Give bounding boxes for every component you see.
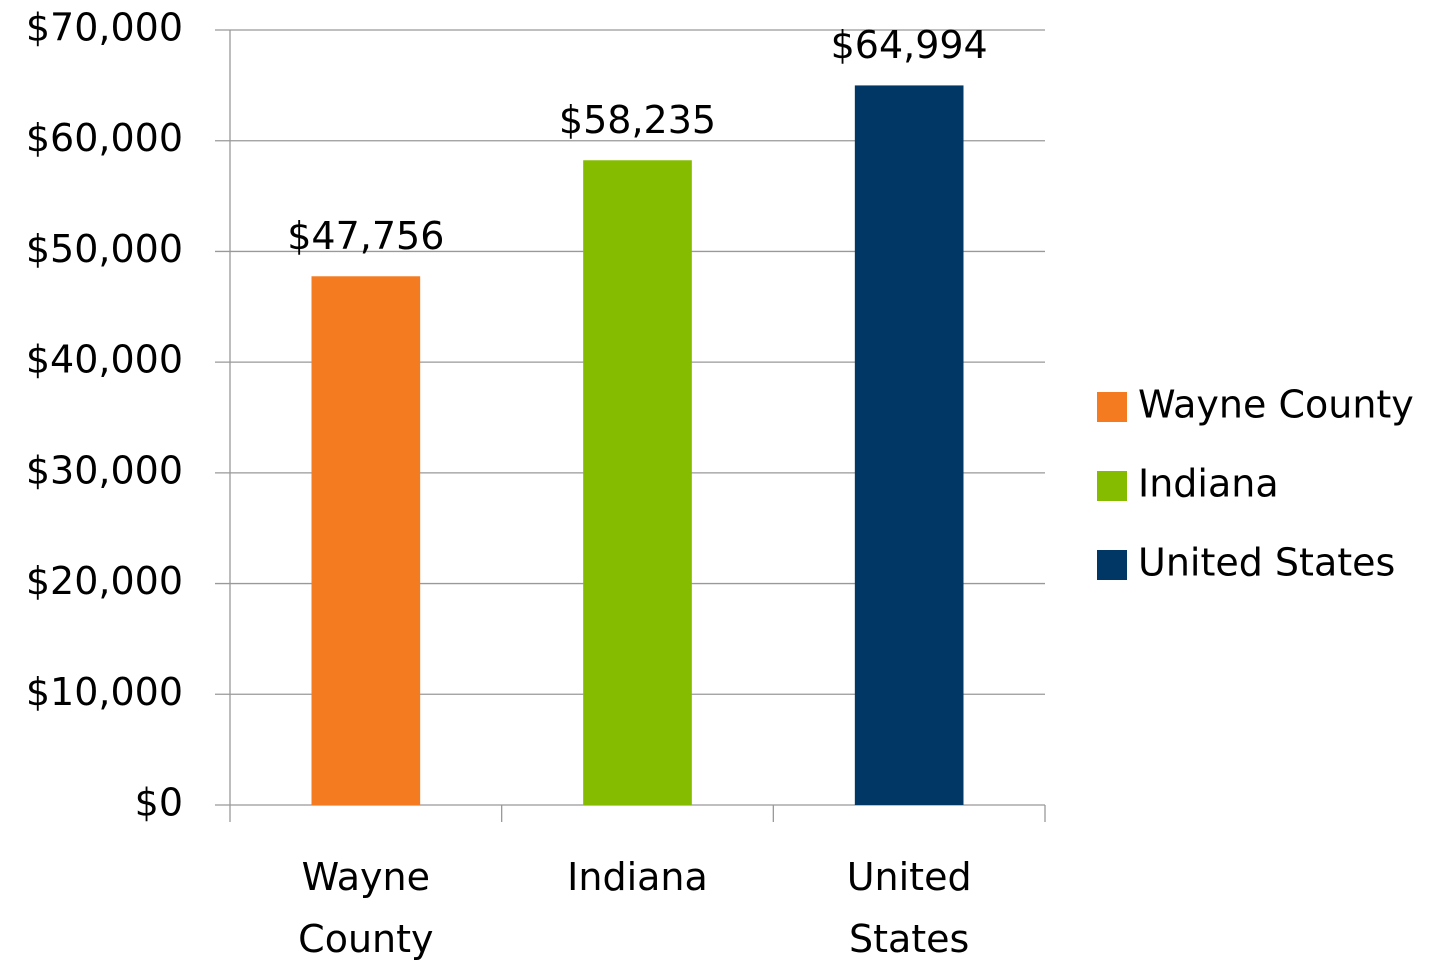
legend-swatch [1097,392,1127,422]
bar [854,85,964,805]
y-tick-label: $10,000 [26,670,183,714]
legend-swatch [1097,471,1127,501]
legend-swatch [1097,550,1127,580]
y-tick-label: $0 [135,781,183,825]
y-tick-label: $30,000 [26,448,183,492]
value-label: $64,994 [831,23,988,67]
y-tick-label: $70,000 [26,6,183,50]
bar [311,276,421,806]
value-label: $58,235 [559,98,716,142]
legend-label: Indiana [1138,462,1279,506]
x-tick-label: Indiana [567,855,708,899]
x-tick-label: United States [846,855,972,961]
y-tick-label: $60,000 [26,116,183,160]
legend-label: Wayne County [1138,383,1414,427]
y-tick-label: $40,000 [26,338,183,382]
value-label: $47,756 [287,214,444,258]
bar [583,160,692,805]
y-tick-label: $20,000 [26,559,183,603]
x-tick-label: Wayne County [298,855,434,961]
legend-label: United States [1138,541,1395,585]
y-tick-label: $50,000 [26,227,183,271]
